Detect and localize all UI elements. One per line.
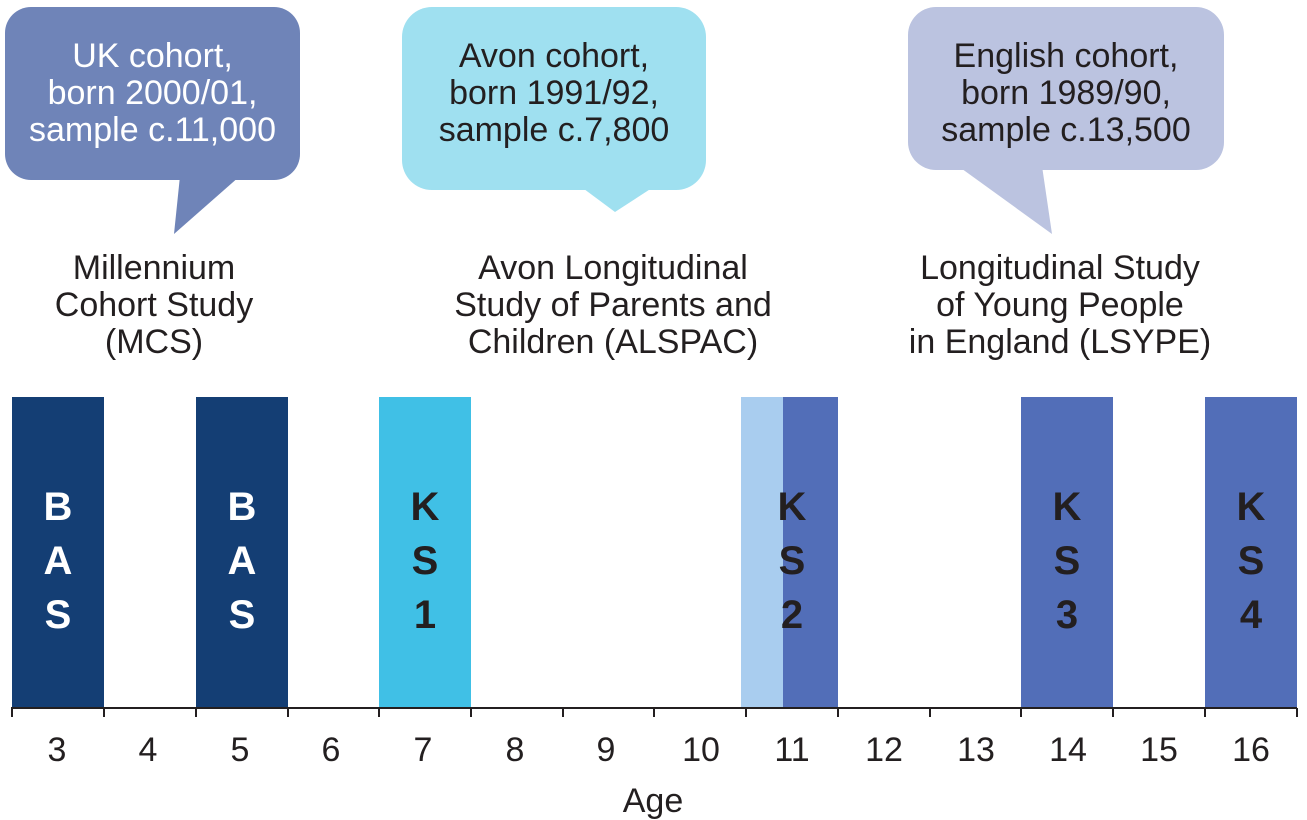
tick-label-3: 3 xyxy=(47,731,67,769)
bar-letters-ks2: K S 2 xyxy=(777,485,807,637)
lsype-study-label: Longitudinal Study of Young People in En… xyxy=(908,249,1212,361)
avon-cohort-bubble-text: Avon cohort, born 1991/92, sample c.7,80… xyxy=(438,37,670,149)
tick-label-15: 15 xyxy=(1140,731,1178,769)
bar-letters-bas-1: B A S xyxy=(43,485,73,637)
bar-ks4-age-16 xyxy=(1205,397,1297,708)
bar-letters-ks3: K S 3 xyxy=(1052,485,1082,637)
tick-label-6: 6 xyxy=(321,731,341,769)
bar-letters-bas-2: B A S xyxy=(227,485,257,637)
english-cohort-bubble-text: English cohort, born 1989/90, sample c.1… xyxy=(941,37,1191,149)
bar-ks2-age-11-lead xyxy=(741,397,784,708)
tick-label-12: 12 xyxy=(865,731,903,769)
bar-bas-age-5 xyxy=(196,397,288,708)
tick-label-9: 9 xyxy=(596,731,616,769)
tick-label-4: 4 xyxy=(138,731,158,769)
uk-cohort-bubble-text: UK cohort, born 2000/01, sample c.11,000 xyxy=(29,37,276,149)
bar-letters-ks1: K S 1 xyxy=(410,485,440,637)
tick-label-11: 11 xyxy=(774,731,810,769)
bar-bas-age-3 xyxy=(12,397,104,708)
bubble-english-cohort xyxy=(908,7,1224,234)
tick-label-5: 5 xyxy=(230,731,250,769)
tick-label-7: 7 xyxy=(413,731,433,769)
bar-ks1-age-7 xyxy=(379,397,471,708)
tick-label-8: 8 xyxy=(505,731,525,769)
bubble-uk-cohort xyxy=(5,7,300,234)
tick-label-16: 16 xyxy=(1232,731,1270,769)
bar-letters-ks4: K S 4 xyxy=(1236,485,1266,637)
tick-label-14: 14 xyxy=(1049,731,1087,769)
bubble-avon-cohort xyxy=(402,7,706,212)
age-axis-ticks xyxy=(11,708,1298,717)
bar-ks2-age-11 xyxy=(783,397,838,708)
tick-label-10: 10 xyxy=(682,731,720,769)
axis-title: Age xyxy=(622,782,684,820)
alspac-study-label: Avon Longitudinal Study of Parents and C… xyxy=(454,249,772,361)
bar-ks3-age-14 xyxy=(1021,397,1113,708)
mcs-study-label: Millennium Cohort Study (MCS) xyxy=(54,249,254,361)
tick-label-13: 13 xyxy=(957,731,995,769)
